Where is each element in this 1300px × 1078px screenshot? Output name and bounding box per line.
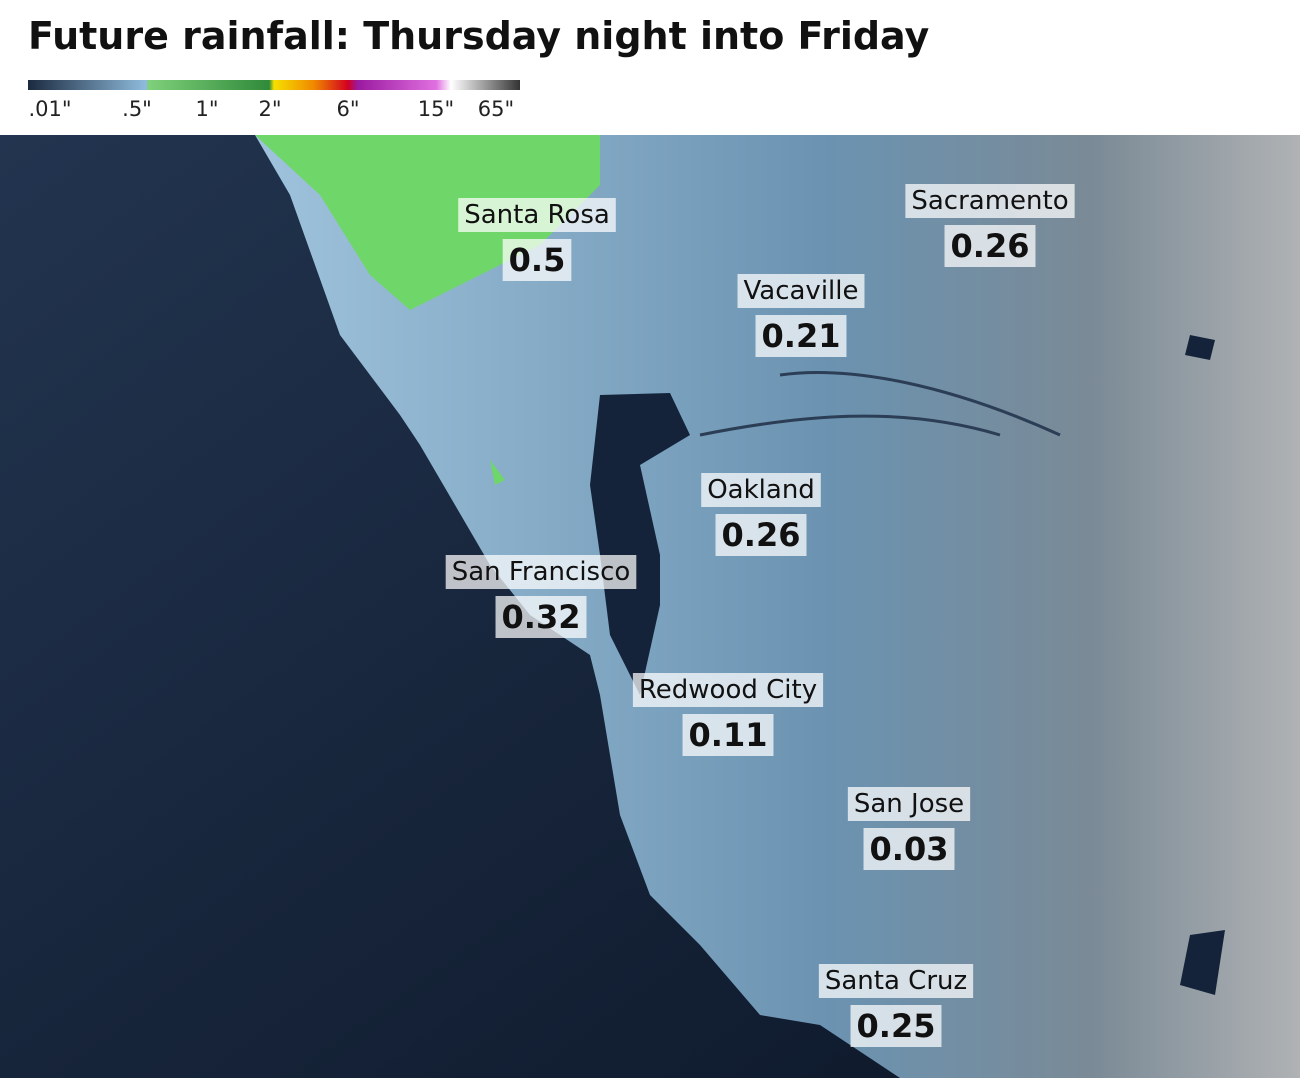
rainfall-value: 0.11 xyxy=(689,716,768,754)
label-box xyxy=(632,673,824,707)
label-box xyxy=(847,787,971,821)
rainfall-value: 0.03 xyxy=(870,830,949,868)
label-box xyxy=(905,184,1075,218)
rainfall-value: 0.26 xyxy=(951,227,1030,265)
bay xyxy=(590,393,690,695)
legend-label: 65" xyxy=(478,97,514,121)
rain-green-spot xyxy=(490,460,505,485)
legend-label: 1" xyxy=(195,97,218,121)
city-name: Vacaville xyxy=(744,276,859,306)
legend-label: 15" xyxy=(418,97,454,121)
legend-label: 2" xyxy=(258,97,281,121)
city-name: Sacramento xyxy=(911,186,1068,216)
city-name: San Jose xyxy=(854,789,964,819)
label-box xyxy=(863,828,955,870)
legend-label: .5" xyxy=(122,97,152,121)
legend-label: .01" xyxy=(28,97,71,121)
legend-labels: .01" .5" 1" 2" 6" 15" 65" xyxy=(28,97,514,121)
rainfall-value: 0.5 xyxy=(509,241,566,279)
city-name: San Francisco xyxy=(452,557,631,587)
label-box xyxy=(737,274,865,308)
legend: .01" .5" 1" 2" 6" 15" 65" xyxy=(28,80,520,121)
city-name: Santa Rosa xyxy=(464,200,610,230)
map: Santa Rosa 0.5 Sacramento 0.26 Vacaville 0.21… xyxy=(0,135,1300,1078)
label-box xyxy=(445,555,637,589)
label-box xyxy=(458,198,616,232)
legend-label: 6" xyxy=(336,97,359,121)
title: Future rainfall: Thursday night into Fri… xyxy=(28,14,930,58)
rainfall-value: 0.21 xyxy=(762,317,841,355)
label-box xyxy=(502,239,572,281)
city-name: Oakland xyxy=(707,475,815,505)
rain-green-area xyxy=(255,135,600,310)
land xyxy=(255,135,1300,1078)
city-name: Santa Cruz xyxy=(825,966,967,996)
rainfall-value: 0.26 xyxy=(722,516,801,554)
legend-bar xyxy=(28,80,520,90)
label-box xyxy=(701,473,821,507)
rainfall-value: 0.32 xyxy=(502,598,581,636)
label-box xyxy=(755,315,847,357)
rainfall-value: 0.25 xyxy=(857,1007,936,1045)
label-box xyxy=(495,596,587,638)
delta xyxy=(699,371,1061,437)
label-box xyxy=(818,964,974,998)
label-box xyxy=(850,1005,942,1047)
city-name: Redwood City xyxy=(639,675,817,705)
label-box xyxy=(715,514,807,556)
label-box xyxy=(682,714,774,756)
label-box xyxy=(944,225,1036,267)
city-labels: Santa Rosa 0.5 Sacramento 0.26 Vacaville 0.21… xyxy=(445,184,1075,1047)
